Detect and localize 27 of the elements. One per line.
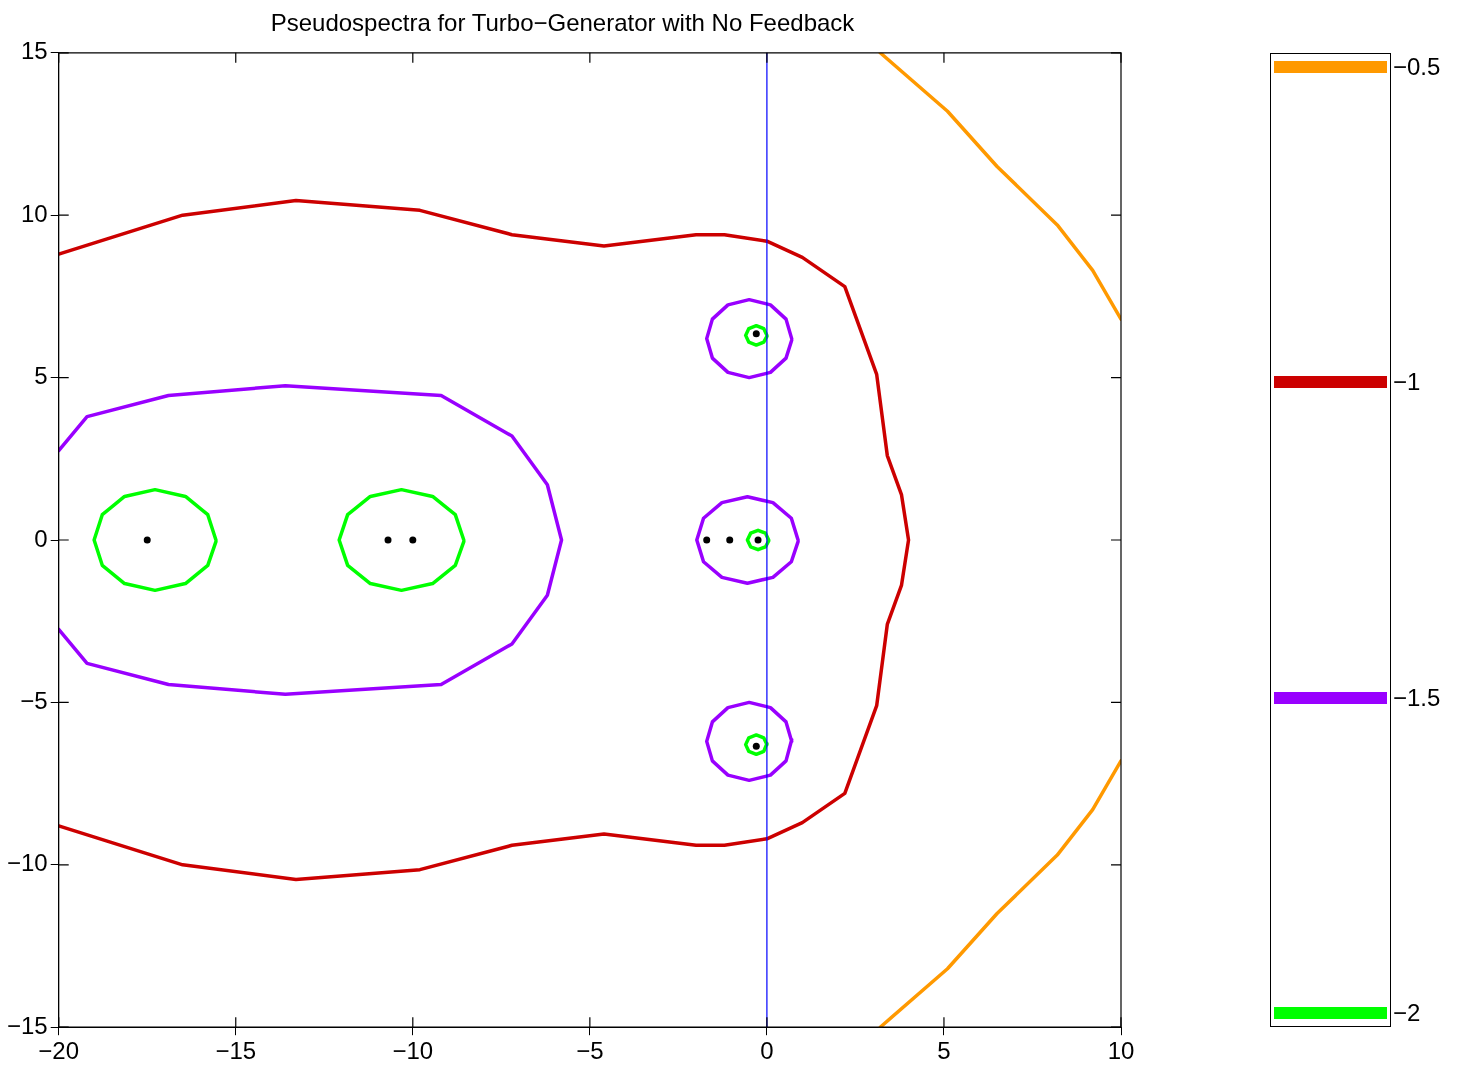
x-tick-label: −15	[215, 1037, 257, 1065]
y-tick-label: 15	[21, 37, 48, 65]
point	[752, 330, 760, 338]
x-tick-label: 5	[937, 1037, 951, 1065]
y-tick-label: −5	[20, 687, 48, 715]
point	[409, 536, 417, 544]
point	[703, 536, 711, 544]
x-tick-label: 0	[760, 1037, 774, 1065]
x-tick-label: 10	[1107, 1037, 1135, 1065]
legend-label: −2	[1393, 999, 1421, 1028]
legend-label: −0.5	[1393, 52, 1441, 81]
y-tick-label: 10	[21, 199, 48, 227]
point	[384, 536, 392, 544]
point	[143, 536, 151, 544]
legend-label: −1	[1393, 368, 1421, 397]
y-tick-label: −15	[6, 1011, 48, 1039]
point	[752, 742, 760, 750]
legend-label: −1.5	[1393, 683, 1441, 712]
x-tick-label: −10	[392, 1037, 434, 1065]
y-tick-label: 0	[34, 524, 48, 552]
y-tick-label: 5	[34, 362, 48, 390]
x-tick-label: −20	[38, 1037, 80, 1065]
point	[754, 536, 762, 544]
point	[726, 536, 734, 544]
chart-title: Pseudospectra for Turbo−Generator with No Feedback	[270, 9, 856, 37]
y-tick-label: −10	[6, 849, 48, 877]
x-tick-label: −5	[576, 1037, 604, 1065]
